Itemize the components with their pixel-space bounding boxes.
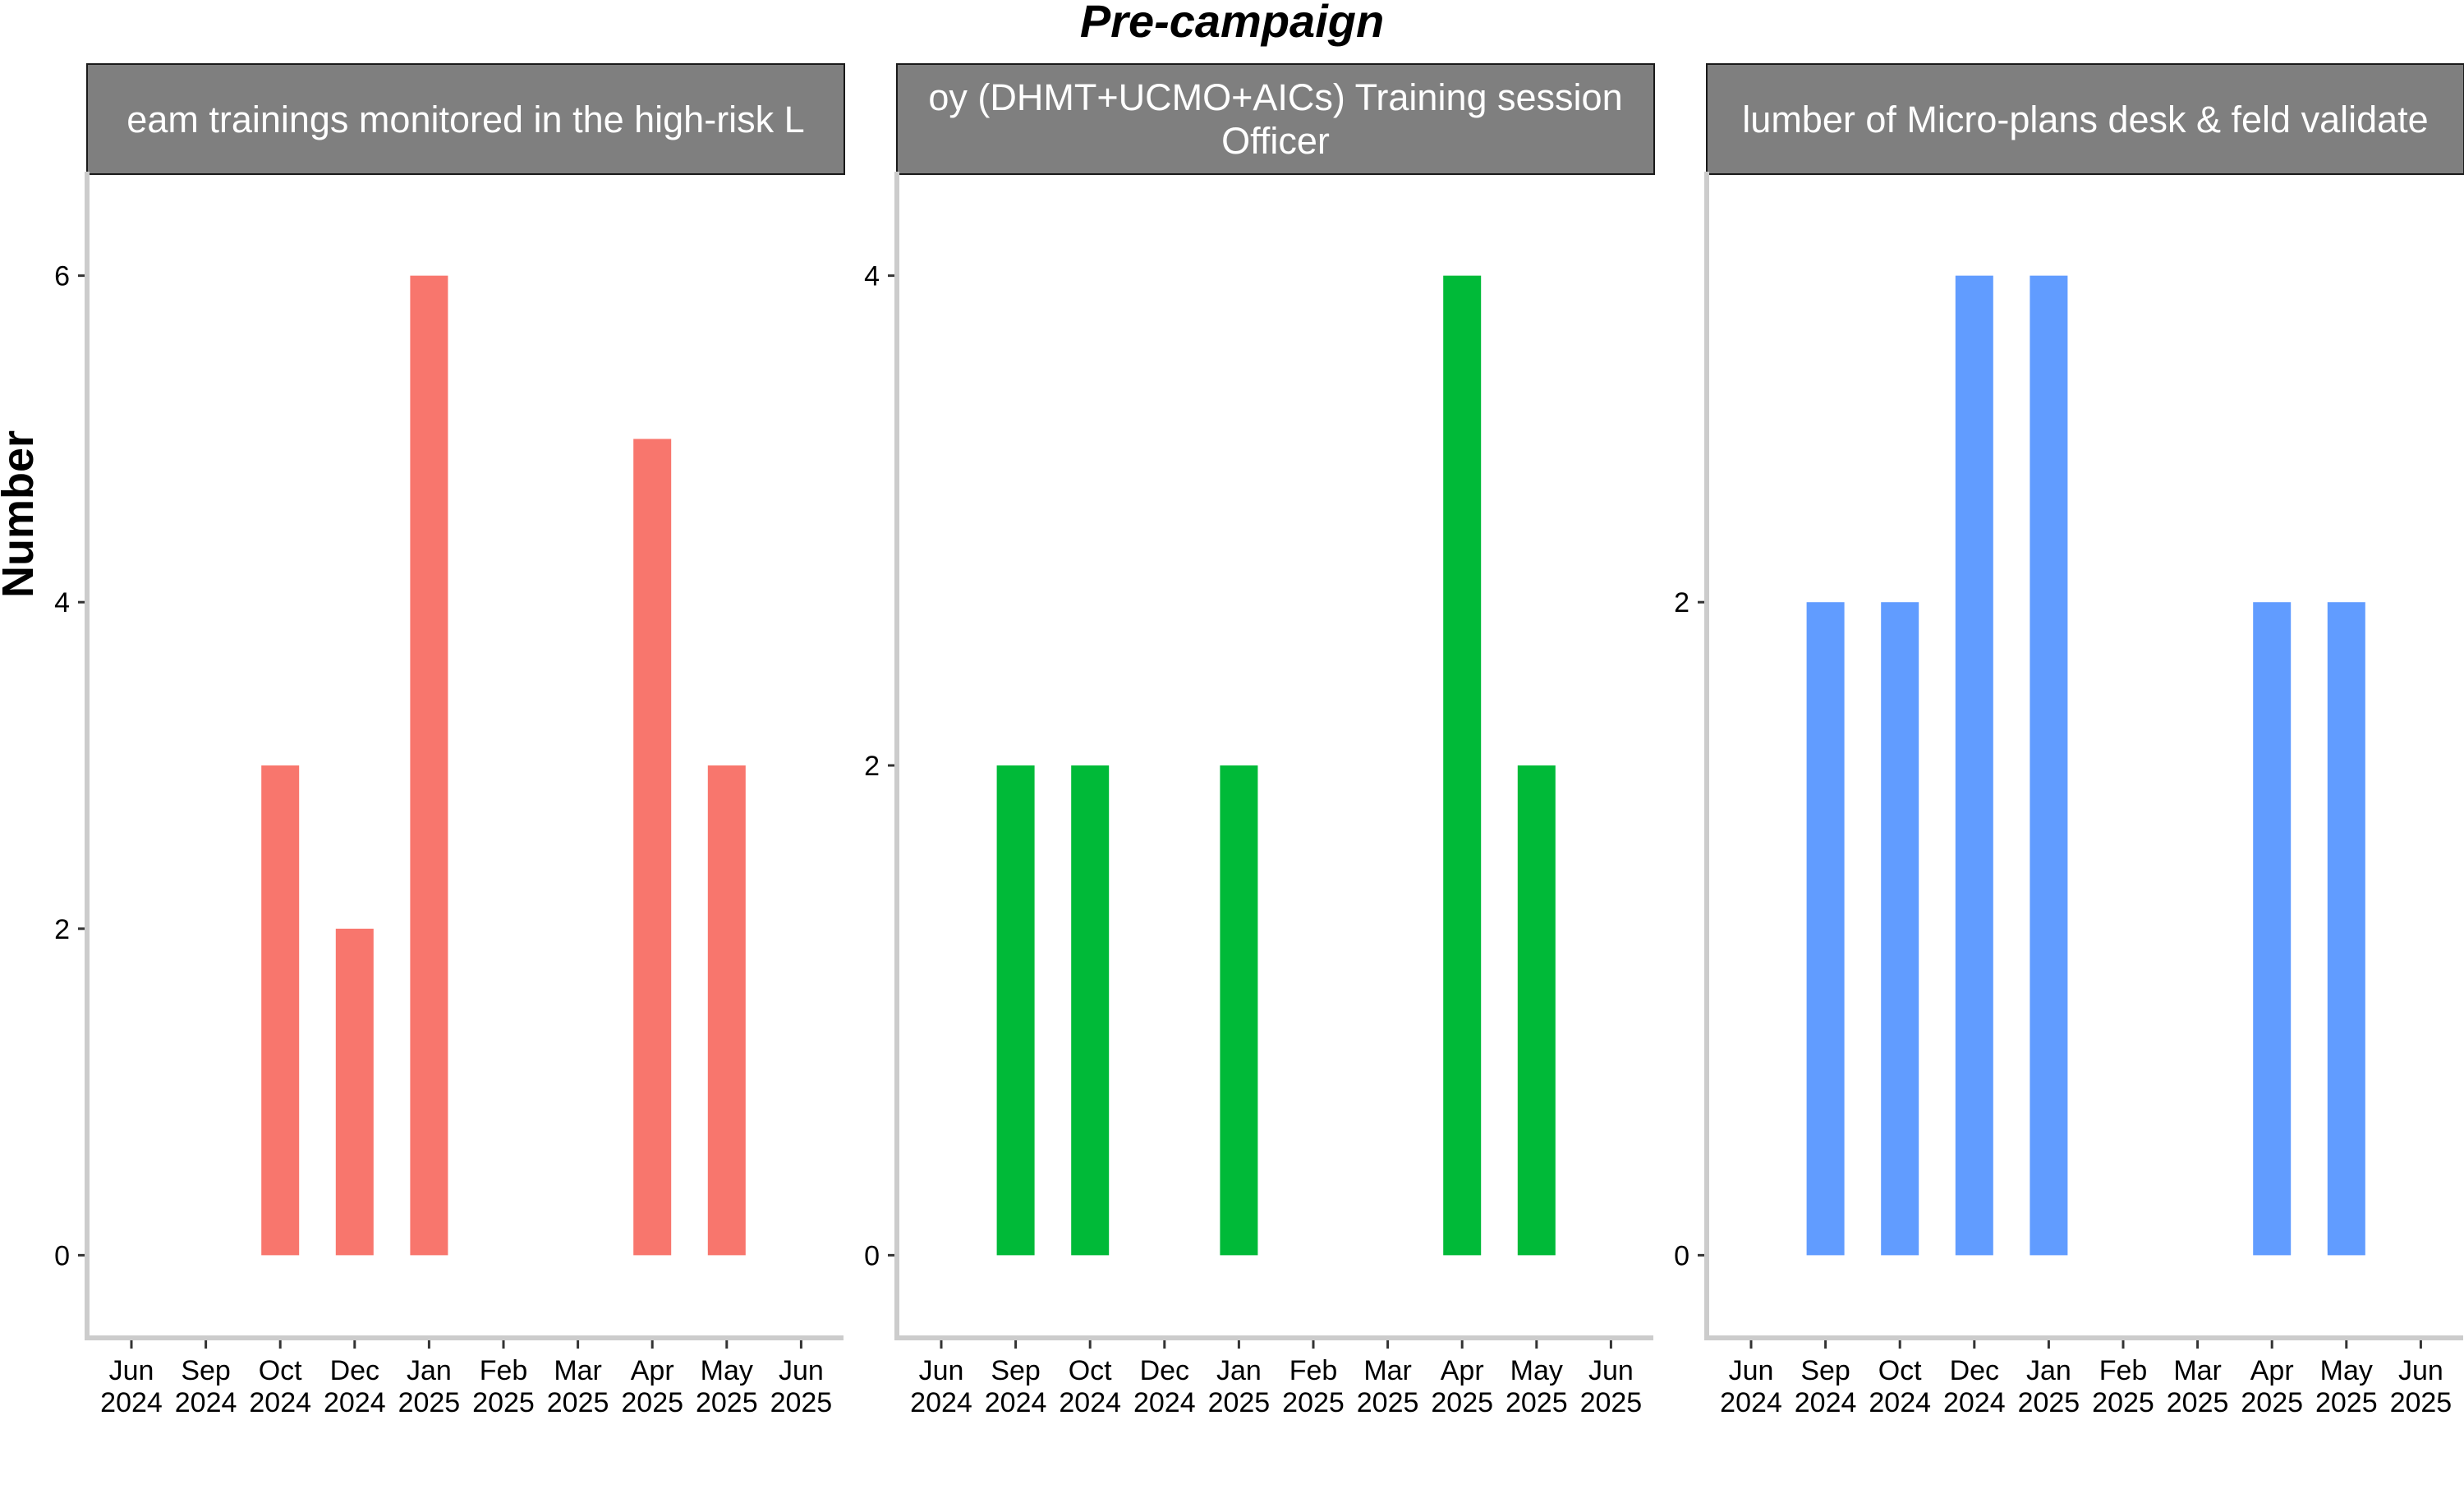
x-tick-label-year: 2025: [547, 1387, 609, 1418]
x-tick-label-year: 2024: [1943, 1387, 2006, 1418]
x-tick-label-month: Jun: [109, 1355, 154, 1386]
x-tick-label-month: Jan: [2026, 1355, 2071, 1386]
bar: [2327, 602, 2365, 1256]
x-tick-label-year: 2024: [1869, 1387, 1931, 1418]
y-tick-label: 0: [1674, 1240, 1689, 1271]
x-tick-label-month: Jan: [1216, 1355, 1262, 1386]
x-tick-label-year: 2025: [1208, 1387, 1271, 1418]
x-tick-label-month: Mar: [554, 1355, 602, 1386]
x-tick-label-year: 2024: [1133, 1387, 1196, 1418]
x-tick-label-month: Jun: [919, 1355, 964, 1386]
x-tick-label-year: 2025: [2018, 1387, 2080, 1418]
x-tick-label-year: 2024: [1795, 1387, 1857, 1418]
bar: [335, 928, 374, 1256]
bar: [410, 275, 448, 1256]
facet-title-1: eam trainings monitored in the high-risk…: [126, 98, 805, 140]
facet-title-2: oy (DHMT+UCMO+AICs) Training session Off…: [928, 76, 1623, 162]
x-tick-label-month: Jun: [1729, 1355, 1774, 1386]
x-tick-label-month: Oct: [259, 1355, 302, 1386]
y-tick-label: 0: [54, 1240, 70, 1271]
x-tick-label-year: 2024: [985, 1387, 1047, 1418]
x-tick-label-year: 2025: [2167, 1387, 2229, 1418]
x-tick-label-month: Dec: [330, 1355, 379, 1386]
x-tick-label-year: 2025: [2092, 1387, 2154, 1418]
x-tick-label-year: 2024: [249, 1387, 311, 1418]
facet-panel-2: oy (DHMT+UCMO+AICs) Training session Off…: [864, 63, 1655, 1459]
x-tick-label-year: 2025: [696, 1387, 758, 1418]
x-tick-label-month: Jun: [2398, 1355, 2443, 1386]
x-tick-label-month: May: [701, 1355, 753, 1386]
x-tick-label-year: 2024: [1720, 1387, 1782, 1418]
plot-area-1: 0246Jun2024Sep2024Oct2024Dec2024Jan2025F…: [54, 172, 844, 1418]
x-tick-label-year: 2025: [1282, 1387, 1345, 1418]
x-tick-label-year: 2024: [100, 1387, 163, 1418]
page-title: Pre-campaign: [1079, 0, 1385, 47]
facet-strip-2: oy (DHMT+UCMO+AICs) Training session Off…: [896, 63, 1655, 175]
y-tick-label: 4: [864, 261, 880, 292]
x-tick-label-month: Dec: [1950, 1355, 1999, 1386]
x-tick-label-month: Feb: [1289, 1355, 1338, 1386]
x-tick-label-month: Apr: [631, 1355, 674, 1386]
plot-area-2: 024Jun2024Sep2024Oct2024Dec2024Jan2025Fe…: [864, 172, 1653, 1418]
y-tick-label: 4: [54, 587, 70, 618]
bar: [1071, 765, 1110, 1256]
x-tick-label-year: 2024: [1059, 1387, 1121, 1418]
y-tick-label: 0: [864, 1240, 880, 1271]
bar: [1220, 765, 1258, 1256]
y-tick-label: 2: [864, 751, 880, 782]
x-tick-label-year: 2025: [621, 1387, 683, 1418]
bar: [707, 765, 746, 1256]
bar: [2253, 602, 2292, 1256]
x-tick-label-month: Feb: [480, 1355, 528, 1386]
x-tick-label-month: Mar: [2173, 1355, 2222, 1386]
x-tick-label-year: 2025: [1580, 1387, 1643, 1418]
x-tick-label-month: Dec: [1140, 1355, 1189, 1386]
x-tick-label-year: 2025: [2390, 1387, 2453, 1418]
x-tick-label-year: 2025: [1431, 1387, 1493, 1418]
x-tick-label-month: May: [1510, 1355, 1563, 1386]
x-tick-label-month: Sep: [1800, 1355, 1850, 1386]
x-tick-label-year: 2025: [1357, 1387, 1419, 1418]
facet-strip-1: eam trainings monitored in the high-risk…: [86, 63, 845, 175]
bar: [1806, 602, 1845, 1256]
y-tick-label: 6: [54, 261, 70, 292]
y-tick-label: 2: [54, 914, 70, 945]
plot-area-3: 02Jun2024Sep2024Oct2024Dec2024Jan2025Feb…: [1674, 172, 2463, 1418]
x-tick-label-year: 2024: [175, 1387, 237, 1418]
x-tick-label-month: Oct: [1069, 1355, 1112, 1386]
bar: [1443, 275, 1482, 1256]
facet-title-3: lumber of Micro-plans desk & feld valida…: [1742, 98, 2429, 140]
x-tick-label-month: Sep: [181, 1355, 231, 1386]
x-tick-label-year: 2024: [324, 1387, 386, 1418]
x-tick-label-month: Mar: [1363, 1355, 1412, 1386]
facet-strip-3: lumber of Micro-plans desk & feld valida…: [1706, 63, 2464, 175]
facet-panel-3: lumber of Micro-plans desk & feld valida…: [1674, 63, 2464, 1459]
x-tick-label-month: Apr: [2250, 1355, 2294, 1386]
x-tick-label-year: 2025: [2241, 1387, 2303, 1418]
bar: [633, 439, 672, 1256]
x-tick-label-year: 2025: [472, 1387, 535, 1418]
bar: [1517, 765, 1556, 1256]
x-tick-label-year: 2025: [770, 1387, 833, 1418]
x-tick-label-year: 2025: [1506, 1387, 1568, 1418]
bar: [1955, 275, 1993, 1256]
bar: [2030, 275, 2068, 1256]
x-tick-label-month: Feb: [2099, 1355, 2148, 1386]
x-tick-label-month: Sep: [991, 1355, 1041, 1386]
x-tick-label-month: Jun: [779, 1355, 824, 1386]
x-tick-label-year: 2025: [2315, 1387, 2378, 1418]
bar: [996, 765, 1035, 1256]
bar: [1881, 602, 1919, 1256]
facet-panel-1: eam trainings monitored in the high-risk…: [54, 63, 845, 1459]
x-tick-label-year: 2024: [910, 1387, 972, 1418]
x-tick-label-month: Oct: [1878, 1355, 1922, 1386]
y-tick-label: 2: [1674, 587, 1689, 618]
x-tick-label-month: Jan: [407, 1355, 452, 1386]
x-tick-label-year: 2025: [398, 1387, 461, 1418]
x-tick-label-month: May: [2320, 1355, 2373, 1386]
bar: [261, 765, 300, 1256]
x-tick-label-month: Jun: [1588, 1355, 1634, 1386]
x-tick-label-month: Apr: [1441, 1355, 1484, 1386]
